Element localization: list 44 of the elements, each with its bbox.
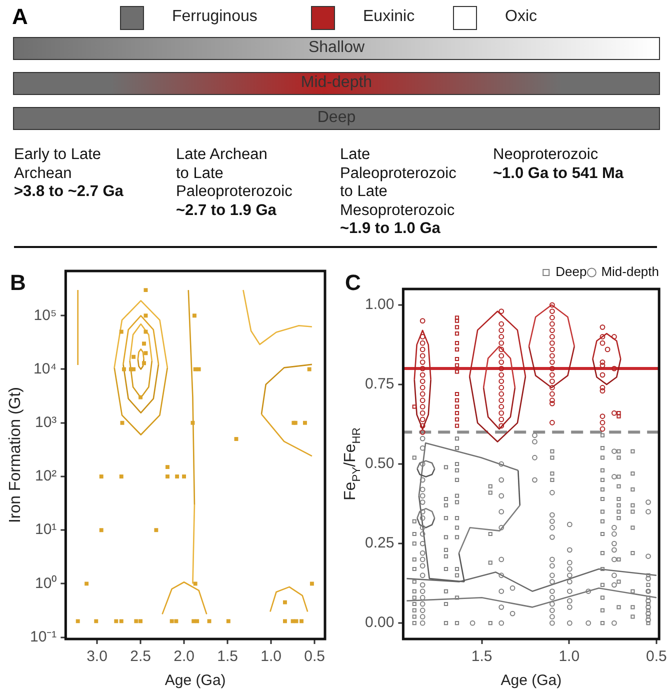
y-tick-label: 1.00: [364, 296, 394, 314]
y-tick-label: 10⁴: [34, 360, 57, 378]
y-tick-label: 10²: [34, 468, 57, 485]
x-tick-label: 2.5: [130, 648, 151, 666]
category-label: Deep: [317, 109, 356, 126]
x-tick-label: 1.0: [260, 648, 282, 666]
text: Early to Late Archean: [14, 146, 102, 183]
category-label: Oxic: [505, 8, 537, 26]
x-axis-title: Age (Ga): [500, 672, 562, 690]
chart-title: C: [345, 270, 361, 295]
text: Neoproterozoic: [493, 146, 600, 164]
chart-title: B: [10, 270, 26, 295]
y-tick-label: 0.75: [364, 376, 394, 393]
y-tick-label: 0.50: [364, 455, 394, 472]
y-tick-label: 10³: [34, 414, 57, 431]
y-tick-label: 0.00: [364, 614, 394, 632]
x-tick-label: 1.5: [217, 648, 238, 666]
legend-label: Deep: [556, 264, 587, 280]
x-tick-label: 0.5: [304, 648, 325, 666]
x-tick-label: 3.0: [86, 648, 108, 666]
category-label: Euxinic: [363, 8, 415, 26]
x-tick-label: 0.5: [646, 648, 667, 666]
text: Late Paleoproterozoic to Late Mesoproterozoic: [340, 146, 456, 220]
y-axis-title: Iron Formation (Gt): [7, 386, 24, 524]
y-tick-label: 10⁵: [34, 306, 57, 324]
x-tick-label: 1.0: [558, 648, 580, 666]
y-tick-label: 10⁻¹: [30, 628, 57, 646]
category-label: Shallow: [308, 39, 365, 56]
y-tick-label: 10⁰: [34, 574, 57, 592]
x-tick-label: 1.5: [471, 648, 492, 666]
text: Late Archean to Late Paleoproterozoic: [176, 146, 292, 202]
text: >3.8 to ~2.7 Ga: [14, 183, 124, 202]
legend-label: Mid-depth: [601, 264, 660, 280]
text: ~2.7 to 1.9 Ga: [176, 202, 278, 220]
category-label: Mid-depth: [300, 74, 372, 91]
y-tick-label: 10¹: [34, 521, 57, 538]
category-label: Ferruginous: [172, 8, 258, 26]
text: ~1.9 to 1.0 Ga: [340, 220, 442, 238]
y-axis-title: FePY/FeHR: [342, 428, 363, 500]
x-axis-title: Age (Ga): [164, 672, 226, 690]
text: A: [12, 4, 28, 30]
y-tick-label: 0.25: [364, 534, 394, 552]
text: ~1.0 Ga to 541 Ma: [493, 164, 624, 183]
x-tick-label: 2.0: [174, 648, 194, 666]
